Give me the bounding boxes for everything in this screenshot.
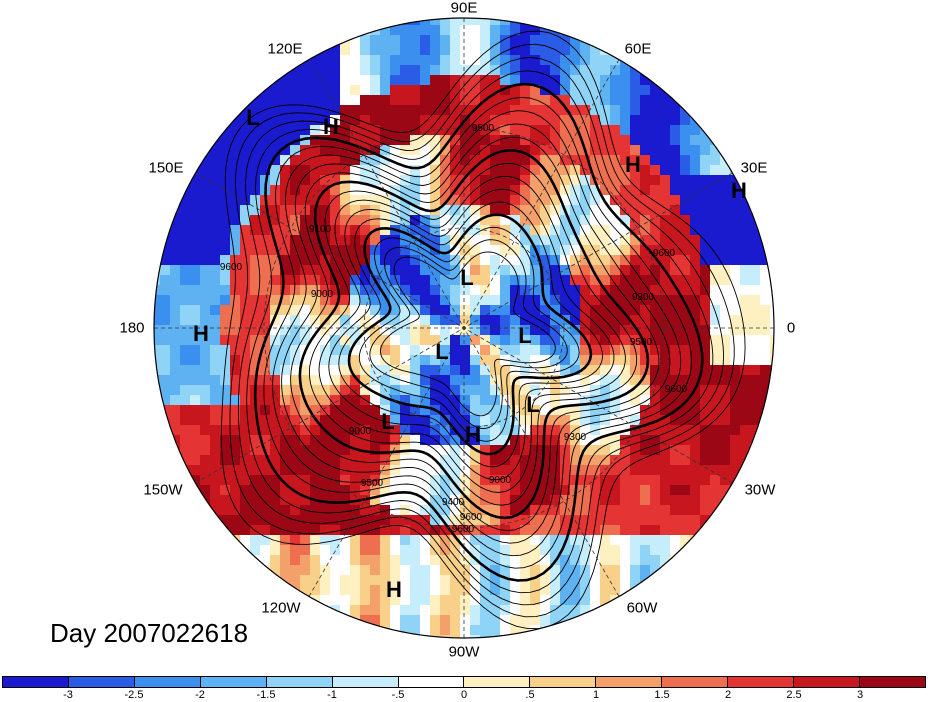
colorbar-tick-label: -.5 — [391, 689, 405, 701]
colorbar-swatch — [794, 677, 860, 687]
contour-value-label: 9500 — [630, 337, 653, 348]
high-pressure-marker: H — [465, 422, 481, 447]
colorbar-swatch — [464, 677, 531, 687]
low-pressure-marker: L — [435, 339, 449, 364]
colorbar-tick-label: 1.5 — [654, 689, 670, 701]
colorbar-swatch — [134, 677, 201, 687]
contour-labels: 9500960091009000960096009000930096009300… — [220, 123, 688, 535]
colorbar-tick-label: -1 — [327, 689, 337, 701]
contour-value-label: 9600 — [220, 262, 243, 273]
low-pressure-marker: L — [526, 392, 540, 417]
colorbar-tick-label: -3 — [63, 689, 73, 701]
lon-label-150e: 150E — [148, 159, 184, 177]
high-pressure-marker: H — [731, 178, 747, 203]
colorbar-swatch — [332, 677, 399, 687]
colorbar-tick-label: 3 — [856, 689, 864, 701]
contour-value-label: 9500 — [361, 478, 384, 489]
lon-label-90e: 90E — [450, 0, 478, 17]
colorbar-swatch — [68, 677, 135, 687]
colorbar-tick-label: .5 — [525, 689, 535, 701]
colorbar-tick-label: 2 — [724, 689, 732, 701]
colorbar-swatch — [200, 677, 267, 687]
low-pressure-marker: L — [246, 105, 260, 130]
colorbar-tick-label: -2 — [195, 689, 205, 701]
colorbar-swatch — [266, 677, 333, 687]
colorbar-swatch — [859, 677, 925, 687]
lon-label-90w: 90W — [448, 643, 480, 661]
colorbar-tick-label: 2.5 — [786, 689, 802, 701]
colorbar-swatch — [662, 677, 729, 687]
lon-label-120e: 120E — [267, 40, 303, 58]
lon-label-30w: 30W — [744, 481, 776, 499]
low-pressure-marker: L — [518, 323, 532, 348]
colorbar-swatch — [530, 677, 597, 687]
high-pressure-marker: H — [386, 577, 402, 602]
colorbar-swatch — [728, 677, 795, 687]
date-title: Day 2007022618 — [50, 618, 249, 648]
contour-value-label: 9000 — [489, 475, 512, 486]
contour-value-label: 9600 — [665, 384, 688, 395]
colorbar-tick-label: -2.5 — [124, 689, 144, 701]
colorbar-tick-label: -1.5 — [256, 689, 276, 701]
contour-value-label: 9400 — [442, 497, 465, 508]
colorbar-swatch — [596, 677, 663, 687]
lon-label-60e: 60E — [624, 40, 652, 58]
contour-value-label: 9600 — [653, 248, 676, 259]
contour-value-label: 9500 — [472, 123, 495, 134]
low-pressure-marker: L — [381, 409, 395, 434]
contour-value-label: 9100 — [309, 224, 332, 235]
colorbar-swatch — [3, 677, 69, 687]
lon-label-120w: 120W — [261, 599, 301, 617]
low-pressure-marker: L — [460, 265, 474, 290]
contour-value-label: 9300 — [632, 292, 655, 303]
contour-value-label: 9300 — [564, 432, 587, 443]
contour-value-label: 9000 — [349, 426, 372, 437]
lon-label-180: 180 — [119, 319, 145, 337]
contour-value-label: 9000 — [311, 289, 334, 300]
lat-lon-grid — [154, 18, 774, 638]
colorbar — [2, 676, 926, 688]
lon-label-30e: 30E — [740, 159, 768, 177]
colorbar-tick-label: 1 — [592, 689, 600, 701]
lon-label-0: 0 — [786, 319, 796, 337]
lon-label-150w: 150W — [143, 481, 183, 499]
high-pressure-marker: H — [323, 114, 339, 139]
colorbar-tick-label: 0 — [460, 689, 468, 701]
contour-value-label: 9600 — [460, 512, 483, 523]
colorbar-swatch — [398, 677, 465, 687]
contour-value-label: 9600 — [452, 524, 475, 535]
high-pressure-marker: H — [193, 321, 209, 346]
colorbar-labels: -3 -2.5 -2 -1.5 -1 -.5 0 .5 1 1.5 2 2.5 3 — [0, 689, 928, 702]
high-pressure-marker: H — [625, 152, 641, 177]
lon-label-60w: 60W — [626, 599, 658, 617]
map-boundary — [153, 17, 775, 639]
